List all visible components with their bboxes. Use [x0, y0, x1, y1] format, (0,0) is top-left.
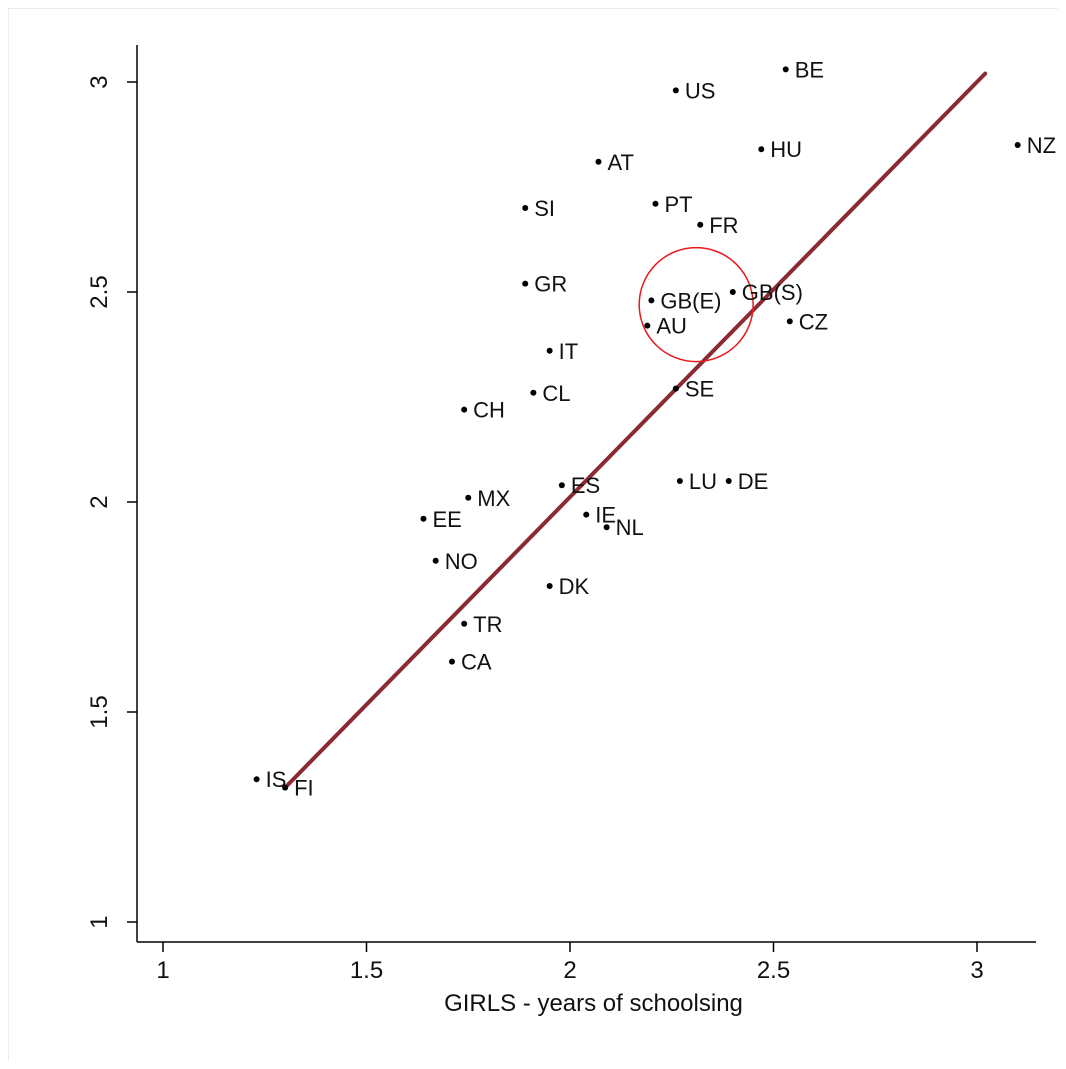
y-tick-label: 1.5 [86, 695, 113, 728]
data-point-ie [583, 511, 590, 518]
point-label-ch: CH [473, 398, 505, 423]
point-label-au: AU [656, 314, 687, 339]
x-tick-label: 3 [970, 957, 983, 984]
point-label-gr: GR [534, 272, 567, 297]
point-label-ca: CA [461, 650, 492, 675]
point-label-tr: TR [473, 612, 502, 637]
data-point-ca [448, 658, 455, 665]
point-label-no: NO [445, 549, 478, 574]
point-label-gbs: GB(S) [742, 280, 803, 305]
data-point-dk [546, 583, 553, 589]
figure-frame [8, 8, 1058, 1061]
point-label-gbe: GB(E) [660, 288, 721, 313]
point-label-si: SI [534, 196, 555, 221]
x-tick-label: 1.5 [350, 957, 383, 984]
data-point-tr [461, 620, 468, 627]
point-label-de: DE [738, 469, 769, 494]
highlight-circle [638, 246, 754, 363]
y-tick-label: 2.5 [86, 275, 113, 308]
data-point-mx [465, 494, 472, 501]
point-label-dk: DK [559, 574, 590, 599]
point-label-is: IS [266, 767, 287, 792]
points-layer [253, 66, 1021, 791]
data-point-se [672, 385, 679, 392]
point-label-pt: PT [664, 192, 692, 217]
point-label-nl: NL [616, 515, 644, 540]
point-label-ie: IE [595, 503, 616, 528]
point-label-be: BE [795, 57, 824, 82]
data-point-be [782, 66, 789, 73]
y-tick-label: 2 [86, 495, 113, 508]
fit-line-layer [283, 71, 988, 790]
point-label-us: US [685, 78, 716, 103]
y-tick-label: 1 [86, 915, 113, 928]
point-label-mx: MX [477, 486, 510, 511]
x-tick-label: 2.5 [757, 957, 790, 984]
data-point-au [644, 322, 651, 329]
point-label-nz: NZ [1027, 133, 1056, 158]
point-label-cl: CL [542, 381, 570, 406]
point-label-ee: EE [432, 507, 461, 532]
data-point-hu [758, 146, 765, 153]
data-point-lu [676, 478, 683, 484]
data-point-ee [420, 515, 427, 522]
point-label-cz: CZ [799, 309, 828, 334]
point-label-fr: FR [709, 213, 738, 238]
data-point-cl [530, 389, 537, 396]
data-point-gr [522, 280, 529, 287]
data-point-nz [1014, 142, 1021, 148]
data-point-cz [786, 318, 793, 325]
data-point-at [595, 158, 602, 165]
point-label-es: ES [571, 473, 600, 498]
point-label-hu: HU [770, 137, 802, 162]
point-label-se: SE [685, 377, 714, 402]
data-point-is [253, 776, 260, 783]
data-point-pt [652, 200, 659, 207]
data-point-nl [603, 524, 610, 531]
x-tick-label: 2 [563, 957, 576, 984]
axes: 1 1.5 2 2.5 3 1 1.5 2 2.5 3 [86, 45, 1036, 984]
data-point-it [546, 347, 553, 354]
point-label-it: IT [559, 339, 579, 364]
fit-line [283, 71, 988, 790]
data-point-de [725, 478, 732, 484]
data-point-us [672, 87, 679, 94]
x-tick-label: 1 [156, 957, 169, 984]
data-point-es [558, 482, 565, 489]
data-point-fi [282, 784, 289, 791]
data-point-gbs [729, 289, 736, 295]
y-tick-label: 3 [86, 75, 113, 88]
point-label-lu: LU [689, 469, 717, 494]
point-labels-layer: BE US NZ HU AT SI PT FR GR GB(S) GB(E)AU CZ IT SE CL CH… [266, 57, 1056, 800]
data-point-si [522, 205, 529, 211]
point-label-at: AT [607, 150, 633, 175]
x-axis-title: GIRLS - years of schoolsing [444, 990, 743, 1017]
data-point-gbe [648, 297, 655, 304]
point-label-fi: FI [294, 776, 314, 801]
data-point-ch [461, 406, 468, 413]
data-point-no [432, 557, 439, 564]
data-point-fr [697, 221, 704, 228]
